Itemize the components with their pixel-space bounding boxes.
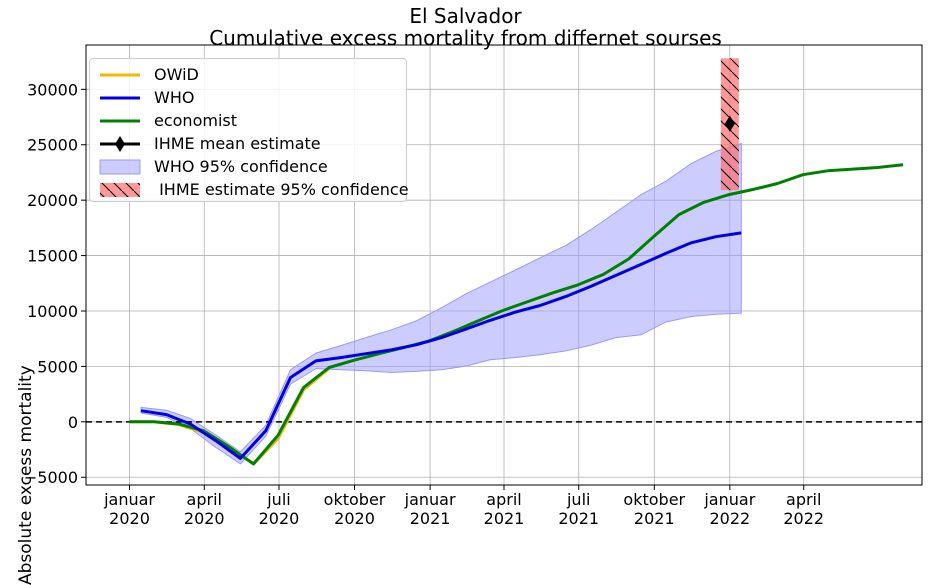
chart-figure: El Salvador Cumulative excess mortality … bbox=[16, 4, 923, 585]
legend-item-economist: economist bbox=[98, 110, 403, 132]
chart-title: El Salvador bbox=[409, 4, 522, 28]
legend-label-who: WHO bbox=[154, 88, 195, 107]
legend-label-owid: OWiD bbox=[154, 65, 199, 84]
plot-svg: januar 2020 april 2020 juli 2020 oktober 2020 ja… bbox=[24, 44, 923, 528]
diamond-icon bbox=[100, 136, 140, 152]
tick-labels: januar 2020 april 2020 juli 2020 oktober 2020 ja… bbox=[24, 80, 824, 528]
ihme-mean-marker bbox=[724, 115, 735, 132]
chart-subtitle: Cumulative excess mortality from differn… bbox=[209, 26, 722, 50]
x-tick-label: juli 2020 bbox=[259, 490, 300, 528]
x-tick-label: januar 2020 bbox=[103, 490, 155, 528]
series-line-economist bbox=[129, 163, 904, 466]
legend: OWiD WHO economist IHME mean estimate WH… bbox=[89, 58, 409, 202]
y-tick-label: 15000 bbox=[27, 247, 78, 266]
legend-label-ihme-confidence: IHME estimate 95% confidence bbox=[154, 180, 409, 199]
x-tick-label: april 2020 bbox=[184, 490, 225, 528]
y-tick-label: 5000 bbox=[37, 357, 78, 376]
legend-item-ihme-mean: IHME mean estimate bbox=[98, 133, 403, 155]
x-tick-label: juli 2021 bbox=[558, 490, 599, 528]
legend-label-who-confidence: WHO 95% confidence bbox=[154, 157, 328, 176]
x-tick-label: januar 2022 bbox=[703, 490, 755, 528]
legend-item-ihme-confidence: IHME estimate 95% confidence bbox=[98, 179, 409, 201]
y-tick-label: 0 bbox=[68, 413, 78, 432]
y-tick-label: −5000 bbox=[24, 468, 78, 487]
legend-item-owid: OWiD bbox=[98, 64, 403, 86]
data-layer bbox=[86, 58, 922, 466]
x-tick-label: januar 2021 bbox=[404, 490, 456, 528]
y-tick-label: 10000 bbox=[27, 302, 78, 321]
legend-label-ihme-mean: IHME mean estimate bbox=[154, 134, 321, 153]
x-tick-label: april 2021 bbox=[484, 490, 525, 528]
legend-item-who: WHO bbox=[98, 87, 403, 109]
series-line-who bbox=[140, 231, 742, 460]
x-tick-label: oktober 2021 bbox=[623, 490, 685, 528]
y-tick-label: 30000 bbox=[27, 80, 78, 99]
legend-item-who-confidence: WHO 95% confidence bbox=[98, 156, 403, 178]
x-tick-label: april 2022 bbox=[783, 490, 824, 528]
x-tick-label: oktober 2020 bbox=[324, 490, 386, 528]
y-tick-label: 20000 bbox=[27, 191, 78, 210]
y-tick-label: 25000 bbox=[27, 136, 78, 155]
legend-label-economist: economist bbox=[154, 111, 237, 130]
